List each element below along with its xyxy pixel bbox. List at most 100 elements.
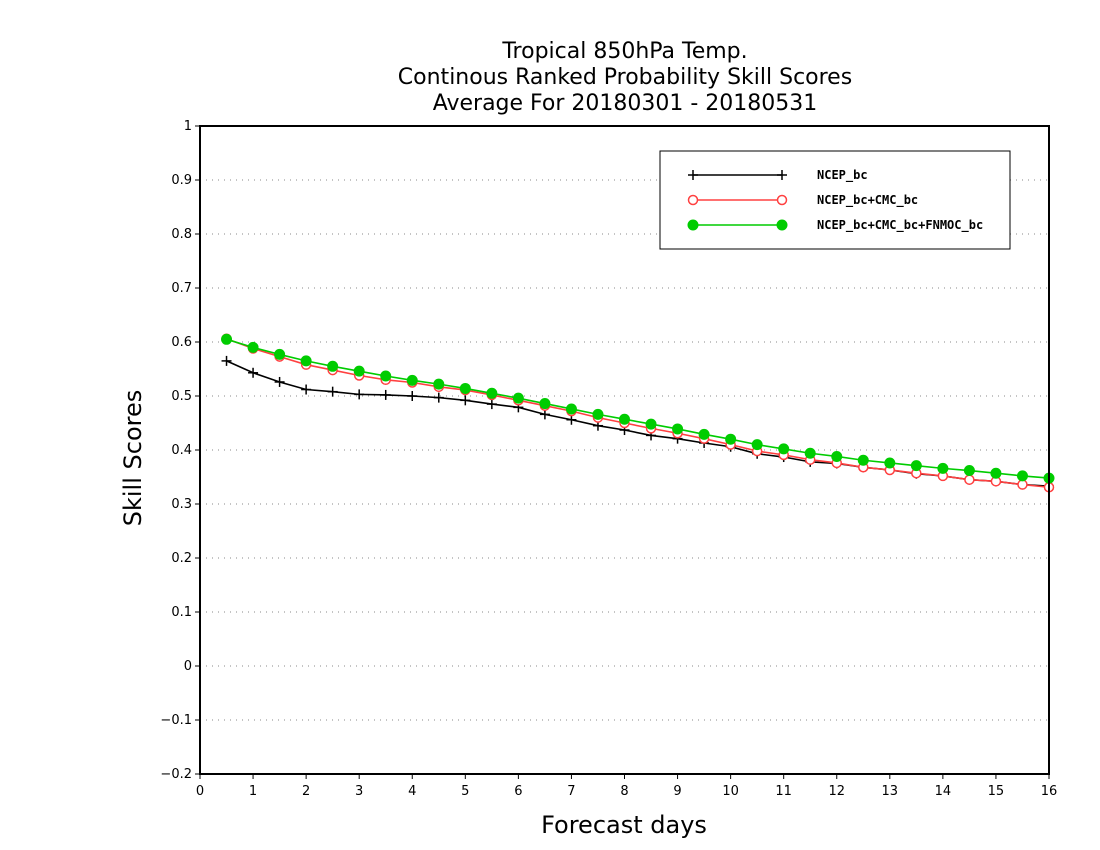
data-point — [433, 392, 444, 403]
data-point — [406, 374, 418, 386]
data-point — [300, 355, 312, 367]
legend-marker — [687, 219, 699, 231]
y-tick-label: 1 — [184, 119, 192, 134]
legend-marker — [776, 194, 788, 206]
grid-lines — [200, 179, 1049, 721]
legend-label: NCEP_bc — [817, 168, 868, 183]
series-3 — [221, 333, 1055, 484]
data-point — [486, 399, 497, 410]
title-line-3: Average For 20180301 - 20180531 — [433, 91, 818, 116]
x-axis-title: Forecast days — [541, 811, 707, 839]
legend-item-1: NCEP_bc — [688, 168, 868, 183]
data-point — [221, 355, 232, 366]
series-line — [226, 338, 1050, 479]
data-point — [248, 367, 259, 378]
data-point — [990, 467, 1002, 479]
y-tick-label: 0.8 — [171, 227, 192, 242]
chart-title: Tropical 850hPa Temp. Continous Ranked P… — [398, 39, 852, 116]
data-point — [274, 376, 285, 387]
y-axis-title: Skill Scores — [119, 390, 147, 527]
x-tick-label: 13 — [882, 784, 899, 799]
legend-label: NCEP_bc+CMC_bc — [817, 193, 918, 208]
data-point — [619, 413, 630, 425]
data-point — [937, 462, 949, 474]
data-point — [831, 450, 843, 462]
x-tick-label: 16 — [1041, 784, 1058, 799]
series-line — [226, 338, 1050, 489]
legend-marker — [688, 170, 698, 180]
data-point — [301, 384, 312, 395]
data-point — [566, 414, 577, 425]
x-tick-label: 11 — [775, 784, 792, 799]
legend-item-2: NCEP_bc+CMC_bc — [687, 193, 918, 208]
legend-label: NCEP_bc+CMC_bc+FNMOC_bc — [817, 218, 983, 233]
data-point — [751, 439, 763, 451]
x-tick-label: 6 — [514, 784, 522, 799]
x-tick-label: 3 — [355, 784, 363, 799]
data-point — [964, 474, 975, 485]
legend: NCEP_bc NCEP_bc+CMC_bc NCEP_bc+CMC_bc+FNMO… — [659, 150, 1011, 250]
data-point — [804, 447, 816, 459]
data-point — [353, 365, 365, 377]
data-point — [327, 386, 338, 397]
data-point — [433, 378, 445, 390]
y-tick-label: 0.1 — [171, 605, 192, 620]
data-point — [460, 395, 471, 406]
data-point — [539, 409, 550, 420]
y-tick-label: 0.4 — [171, 443, 192, 458]
legend-marker — [687, 194, 699, 206]
series-2 — [221, 333, 1055, 493]
y-tick-label: 0 — [184, 659, 192, 674]
legend-marker — [777, 170, 787, 180]
data-point — [539, 398, 551, 410]
x-tick-label: 10 — [722, 784, 739, 799]
data-point — [778, 443, 790, 455]
data-point — [407, 391, 418, 401]
data-point — [221, 333, 233, 345]
y-tick-label: 0.2 — [171, 551, 192, 566]
data-point — [645, 418, 657, 430]
y-tick-label: 0.7 — [171, 281, 192, 296]
data-point — [592, 408, 604, 420]
data-point — [247, 341, 259, 353]
series-layer — [221, 333, 1055, 493]
data-point — [672, 423, 684, 435]
data-point — [857, 454, 869, 466]
y-tick-label: 0.6 — [171, 335, 192, 350]
y-tick-label: 0.3 — [171, 497, 192, 512]
data-point — [884, 457, 896, 469]
x-tick-label: 5 — [461, 784, 469, 799]
y-tick-label: −0.2 — [160, 767, 192, 782]
y-tick-label: 0.9 — [171, 173, 192, 188]
data-point — [512, 392, 524, 404]
x-tick-label: 4 — [408, 784, 416, 799]
x-tick-label: 7 — [567, 784, 575, 799]
axis-ticks: −0.2−0.100.10.20.30.40.50.60.70.80.910 1 2… — [160, 119, 1057, 799]
x-tick-label: 0 — [196, 784, 204, 799]
y-tick-label: 0.5 — [171, 389, 192, 404]
data-point — [354, 389, 365, 400]
x-tick-label: 2 — [302, 784, 310, 799]
x-tick-label: 1 — [249, 784, 257, 799]
data-point — [459, 382, 471, 394]
x-tick-label: 14 — [935, 784, 952, 799]
legend-marker — [776, 219, 788, 231]
data-point — [910, 460, 922, 472]
data-point — [327, 360, 339, 372]
title-line-2: Continous Ranked Probability Skill Score… — [398, 65, 852, 90]
data-point — [1016, 470, 1028, 482]
legend-item-3: NCEP_bc+CMC_bc+FNMOC_bc — [687, 218, 983, 233]
data-point — [963, 465, 975, 477]
data-point — [380, 389, 391, 400]
series-1 — [221, 355, 1054, 492]
plot-frame — [199, 125, 1050, 775]
x-tick-label: 8 — [620, 784, 628, 799]
data-point — [698, 428, 710, 440]
data-point — [380, 370, 392, 382]
data-point — [486, 387, 498, 399]
data-point — [274, 348, 286, 360]
title-line-1: Tropical 850hPa Temp. — [501, 39, 747, 64]
x-tick-label: 15 — [988, 784, 1005, 799]
x-tick-label: 12 — [828, 784, 845, 799]
